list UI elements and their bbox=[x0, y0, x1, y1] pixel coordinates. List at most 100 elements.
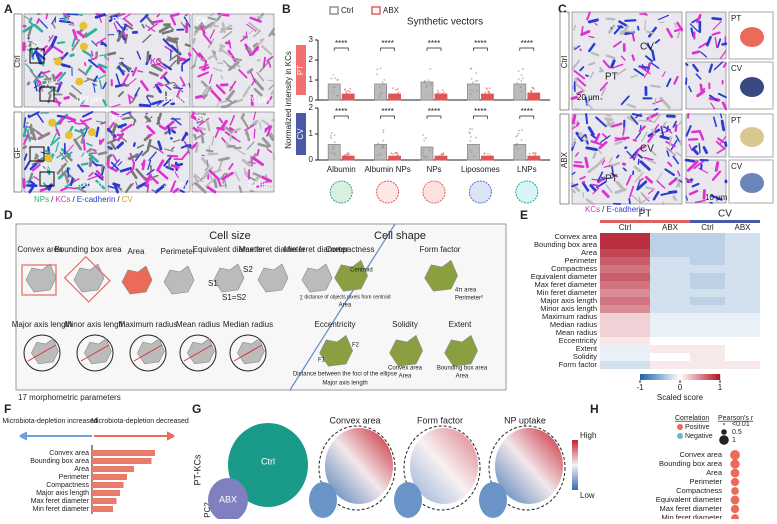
label: PT bbox=[112, 16, 122, 25]
stain bbox=[699, 144, 700, 153]
bar bbox=[375, 144, 387, 160]
stain bbox=[114, 184, 119, 186]
cv-marker bbox=[80, 43, 88, 51]
point bbox=[471, 128, 473, 130]
point bbox=[487, 153, 489, 155]
y-tick-label: 1 bbox=[309, 129, 314, 138]
heat-cell bbox=[650, 297, 690, 305]
label: CV bbox=[296, 128, 305, 140]
label: Ctrl bbox=[13, 55, 22, 68]
label: 100 μm bbox=[75, 180, 102, 189]
point bbox=[521, 129, 523, 131]
bar bbox=[514, 144, 526, 160]
colorbar bbox=[664, 374, 666, 380]
heat-cell bbox=[600, 345, 650, 353]
stain bbox=[147, 52, 148, 61]
heat-cell bbox=[690, 337, 725, 345]
point bbox=[350, 96, 352, 98]
stain bbox=[28, 83, 29, 84]
label: **** bbox=[381, 39, 393, 48]
label: S1 bbox=[208, 279, 218, 288]
point bbox=[443, 91, 445, 93]
label: **** bbox=[474, 107, 486, 116]
stain bbox=[148, 135, 151, 136]
heat-cell bbox=[725, 329, 760, 337]
stain bbox=[692, 131, 699, 132]
label: CV bbox=[41, 165, 51, 172]
label: **** bbox=[428, 39, 440, 48]
heat-cell bbox=[725, 361, 760, 369]
point bbox=[393, 95, 395, 97]
bracket bbox=[473, 48, 487, 51]
point bbox=[443, 153, 445, 155]
stain bbox=[192, 106, 194, 107]
label: Max feret diameter bbox=[31, 498, 90, 505]
stain bbox=[129, 97, 130, 103]
point bbox=[331, 132, 333, 134]
colorbar bbox=[718, 374, 720, 380]
point bbox=[532, 158, 534, 160]
label: Convex area bbox=[49, 450, 89, 457]
point bbox=[522, 77, 524, 79]
point bbox=[422, 134, 424, 136]
x-tick-label: Albumin bbox=[327, 165, 356, 174]
cv-marker bbox=[65, 131, 73, 139]
point bbox=[475, 80, 477, 82]
cell-shape bbox=[740, 127, 764, 147]
y-tick-label: 3 bbox=[309, 35, 314, 44]
label: Form factor bbox=[417, 415, 463, 425]
bar bbox=[92, 458, 152, 464]
colorbar bbox=[670, 374, 672, 380]
colorbar bbox=[658, 374, 660, 380]
y-tick-label: 1 bbox=[309, 75, 314, 84]
bracket bbox=[427, 116, 441, 119]
label: Area bbox=[128, 247, 145, 256]
bracket bbox=[381, 116, 395, 119]
point bbox=[427, 79, 429, 81]
heat-cell bbox=[690, 273, 725, 281]
point bbox=[517, 148, 519, 150]
point bbox=[426, 86, 428, 88]
heat-cell bbox=[650, 353, 690, 361]
stain bbox=[227, 143, 228, 147]
point bbox=[333, 87, 335, 89]
point bbox=[443, 95, 445, 97]
stain bbox=[84, 140, 85, 150]
stain bbox=[572, 97, 576, 98]
bar bbox=[92, 506, 113, 512]
stain bbox=[266, 175, 267, 176]
colorbar bbox=[680, 374, 682, 380]
point bbox=[430, 81, 432, 83]
stain bbox=[674, 197, 676, 200]
heat-cell bbox=[725, 297, 760, 305]
stain bbox=[586, 75, 588, 76]
point bbox=[438, 92, 440, 94]
vector-icon bbox=[516, 181, 538, 203]
stain bbox=[85, 63, 86, 65]
colorbar bbox=[650, 374, 652, 380]
cluster bbox=[479, 482, 507, 518]
point bbox=[430, 84, 432, 86]
label: 20 μm bbox=[248, 180, 271, 189]
heat-cell bbox=[725, 305, 760, 313]
point bbox=[534, 156, 536, 158]
stain bbox=[140, 105, 150, 106]
legend-dot bbox=[677, 424, 683, 430]
label: ∑ distance of objects pixels from centro… bbox=[299, 294, 390, 300]
point bbox=[469, 131, 471, 133]
point bbox=[382, 83, 384, 85]
stain bbox=[586, 158, 588, 167]
point bbox=[475, 137, 477, 139]
cluster bbox=[394, 482, 422, 518]
stain bbox=[589, 20, 597, 22]
stain bbox=[207, 150, 212, 151]
point bbox=[521, 74, 523, 76]
point bbox=[395, 89, 397, 91]
label: Solidity bbox=[392, 320, 418, 329]
stain bbox=[220, 158, 229, 160]
stain bbox=[586, 114, 587, 123]
heat-cell bbox=[725, 337, 760, 345]
point bbox=[429, 68, 431, 70]
point bbox=[346, 156, 348, 158]
point bbox=[330, 78, 332, 80]
